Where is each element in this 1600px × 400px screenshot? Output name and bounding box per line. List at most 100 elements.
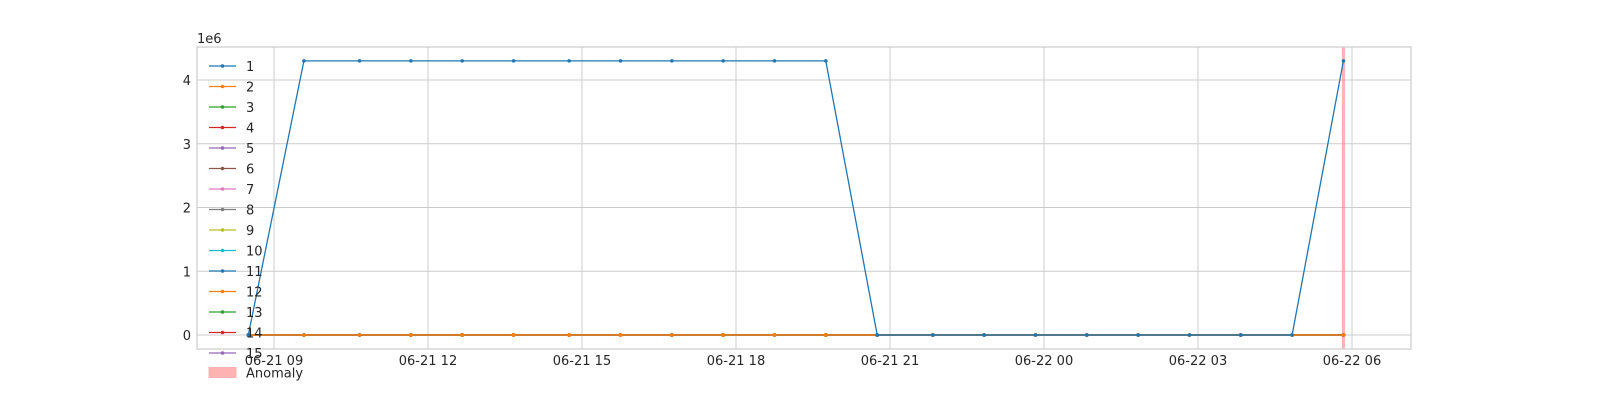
data-point xyxy=(721,59,725,63)
data-point xyxy=(721,333,725,337)
legend-label: 4 xyxy=(246,122,254,137)
legend-swatch xyxy=(208,367,237,378)
legend-item-anomaly: Anomaly xyxy=(208,367,303,382)
legend-label: 7 xyxy=(246,183,254,198)
data-point xyxy=(1341,333,1346,337)
legend-marker xyxy=(220,187,225,191)
y-axis-multiplier: 1e6 xyxy=(197,32,222,47)
legend-label: 2 xyxy=(246,81,254,96)
data-point xyxy=(567,59,571,63)
legend-label: 9 xyxy=(246,224,254,239)
legend-item: 3 xyxy=(209,101,254,116)
legend-label: 13 xyxy=(246,306,263,321)
legend-marker xyxy=(220,248,225,253)
legend-marker xyxy=(220,269,225,273)
legend-label: 5 xyxy=(246,142,254,157)
grid-layer xyxy=(197,47,1411,349)
data-point xyxy=(357,333,362,337)
legend-marker xyxy=(220,310,225,314)
legend-marker xyxy=(220,84,225,89)
legend-label: 15 xyxy=(246,347,263,362)
legend-marker xyxy=(220,330,225,335)
series-layer xyxy=(246,59,1346,337)
data-point xyxy=(1238,333,1243,337)
legend-label: 14 xyxy=(246,327,263,342)
legend-label: 1 xyxy=(246,60,254,75)
legend-label: 11 xyxy=(246,265,263,280)
legend-marker xyxy=(220,125,225,130)
data-point xyxy=(875,333,879,337)
data-point xyxy=(1187,333,1192,337)
x-tick-labels: 06-21 09 06-21 12 06-21 15 06-21 18 06-21 21… xyxy=(245,354,1381,369)
data-point xyxy=(618,59,623,63)
data-point xyxy=(460,333,465,337)
data-point xyxy=(824,333,828,337)
legend-marker xyxy=(220,166,225,171)
legend-item: 11 xyxy=(209,265,263,280)
y-tick-label: 3 xyxy=(183,138,191,153)
x-tick-label: 06-21 18 xyxy=(707,354,765,369)
data-point xyxy=(1084,333,1089,337)
data-point xyxy=(772,333,777,337)
data-point xyxy=(460,59,465,63)
x-tick-label: 06-22 00 xyxy=(1015,354,1073,369)
data-point xyxy=(511,59,516,63)
data-point xyxy=(772,59,777,63)
data-point xyxy=(302,333,306,337)
legend-marker xyxy=(220,289,225,294)
legend-label: 3 xyxy=(246,101,254,116)
legend-item: 4 xyxy=(209,122,254,137)
x-tick-label: 06-21 09 xyxy=(245,354,303,369)
x-tick-label: 06-21 12 xyxy=(399,354,457,369)
data-point xyxy=(567,333,571,337)
data-point xyxy=(930,333,935,337)
data-point xyxy=(1136,333,1140,337)
series-1 xyxy=(246,59,1346,337)
data-point xyxy=(1341,59,1346,63)
y-tick-label: 4 xyxy=(183,74,191,89)
data-point xyxy=(1290,333,1294,337)
legend-item: 7 xyxy=(209,183,254,198)
data-point xyxy=(670,59,674,63)
legend-item: 6 xyxy=(209,163,254,178)
data-point xyxy=(409,333,413,337)
data-point xyxy=(982,333,986,337)
x-tick-label: 06-22 03 xyxy=(1169,354,1227,369)
legend-item: 8 xyxy=(209,204,254,219)
legend-marker xyxy=(220,105,225,109)
legend-label: 12 xyxy=(246,286,263,301)
legend-item: 5 xyxy=(209,142,254,157)
x-tick-label: 06-22 06 xyxy=(1323,354,1381,369)
legend-marker xyxy=(220,228,225,232)
anomaly-layer xyxy=(1341,47,1345,349)
data-point xyxy=(618,333,623,337)
legend-label: 6 xyxy=(246,163,254,178)
legend-marker xyxy=(220,351,225,355)
y-tick-labels: 0 1 2 3 4 xyxy=(183,74,191,344)
data-point xyxy=(1033,333,1038,337)
legend-label: Anomaly xyxy=(246,367,303,382)
legend-item: 14 xyxy=(209,327,263,342)
data-point xyxy=(409,59,413,63)
y-tick-label: 1 xyxy=(183,265,191,280)
data-point xyxy=(511,333,516,337)
legend-item: 13 xyxy=(209,306,263,321)
y-tick-label: 0 xyxy=(183,329,191,344)
data-point xyxy=(670,333,674,337)
legend-item: 10 xyxy=(209,245,263,260)
legend-label: 10 xyxy=(246,245,263,260)
y-tick-label: 2 xyxy=(183,202,191,217)
legend-item: 9 xyxy=(209,224,254,239)
legend-item: 1 xyxy=(209,60,254,75)
legend-marker xyxy=(220,207,225,212)
data-point xyxy=(246,333,251,337)
legend-item: 2 xyxy=(209,81,254,96)
legend-item: 12 xyxy=(209,286,263,301)
anomaly-band xyxy=(1341,47,1345,349)
legend-label: 8 xyxy=(246,204,254,219)
x-tick-label: 06-21 15 xyxy=(553,354,611,369)
legend-item: 15 xyxy=(209,347,263,362)
data-point xyxy=(824,59,828,63)
